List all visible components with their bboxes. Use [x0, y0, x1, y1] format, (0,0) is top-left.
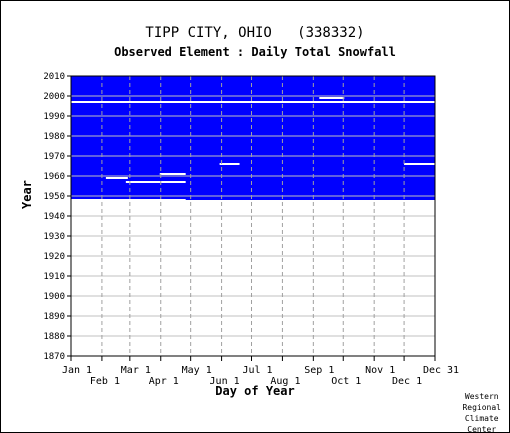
credit-line: Climate	[464, 414, 499, 423]
x-axis-label: Day of Year	[215, 384, 295, 398]
missing-segment	[125, 181, 186, 183]
x-tick-label: Oct 1	[331, 376, 361, 387]
y-tick-label: 2000	[43, 92, 65, 102]
chart-subtitle: Observed Element : Daily Total Snowfall	[114, 45, 396, 59]
missing-segment	[404, 163, 435, 165]
x-tick-label: Dec 31	[423, 365, 459, 376]
credit-line: Center	[467, 425, 497, 433]
missing-segment	[105, 177, 128, 179]
y-tick-label: 1930	[43, 232, 65, 242]
x-tick-label: Mar 1	[121, 365, 151, 376]
y-tick-label: 1920	[43, 252, 65, 262]
y-tick-label: 1880	[43, 332, 65, 342]
credit-text: Western Regional Climate Center	[462, 391, 501, 433]
missing-segment	[105, 101, 160, 103]
y-axis-label: Year	[20, 180, 34, 209]
y-tick-label: 1970	[43, 152, 65, 162]
x-tick-label: Jun 1	[210, 376, 240, 387]
y-tick-label: 1910	[43, 272, 65, 282]
y-tick-label: 1980	[43, 132, 65, 142]
y-tick-label: 1940	[43, 212, 65, 222]
credit-line: Regional	[462, 403, 501, 412]
x-tick-label: Jan 1	[62, 365, 92, 376]
x-tick-label: Jul 1	[242, 365, 272, 376]
x-tick-label: Apr 1	[149, 376, 179, 387]
chart-title: TIPP CITY, OHIO (338332)	[145, 25, 365, 41]
y-tick-label: 2010	[43, 72, 65, 82]
missing-segment	[71, 199, 186, 201]
x-tick-label: Sep 1	[304, 365, 334, 376]
missing-segment	[159, 173, 186, 175]
y-tick-label: 1990	[43, 112, 65, 122]
x-tick-label: May 1	[182, 365, 212, 376]
y-tick-label: 1900	[43, 292, 65, 302]
missing-segment	[319, 97, 345, 99]
record-block	[71, 76, 435, 200]
y-tick-label: 1960	[43, 172, 65, 182]
x-tick-label: Feb 1	[90, 376, 120, 387]
y-tick-label: 1890	[43, 312, 65, 322]
credit-line: Western	[464, 392, 499, 401]
x-tick-label: Aug 1	[270, 376, 300, 387]
x-tick-label: Dec 1	[392, 376, 422, 387]
x-tick-label: Nov 1	[365, 365, 395, 376]
y-tick-label: 1950	[43, 192, 65, 202]
y-tick-label: 1870	[43, 352, 65, 362]
missing-segment	[71, 101, 435, 103]
missing-segment	[219, 163, 240, 165]
